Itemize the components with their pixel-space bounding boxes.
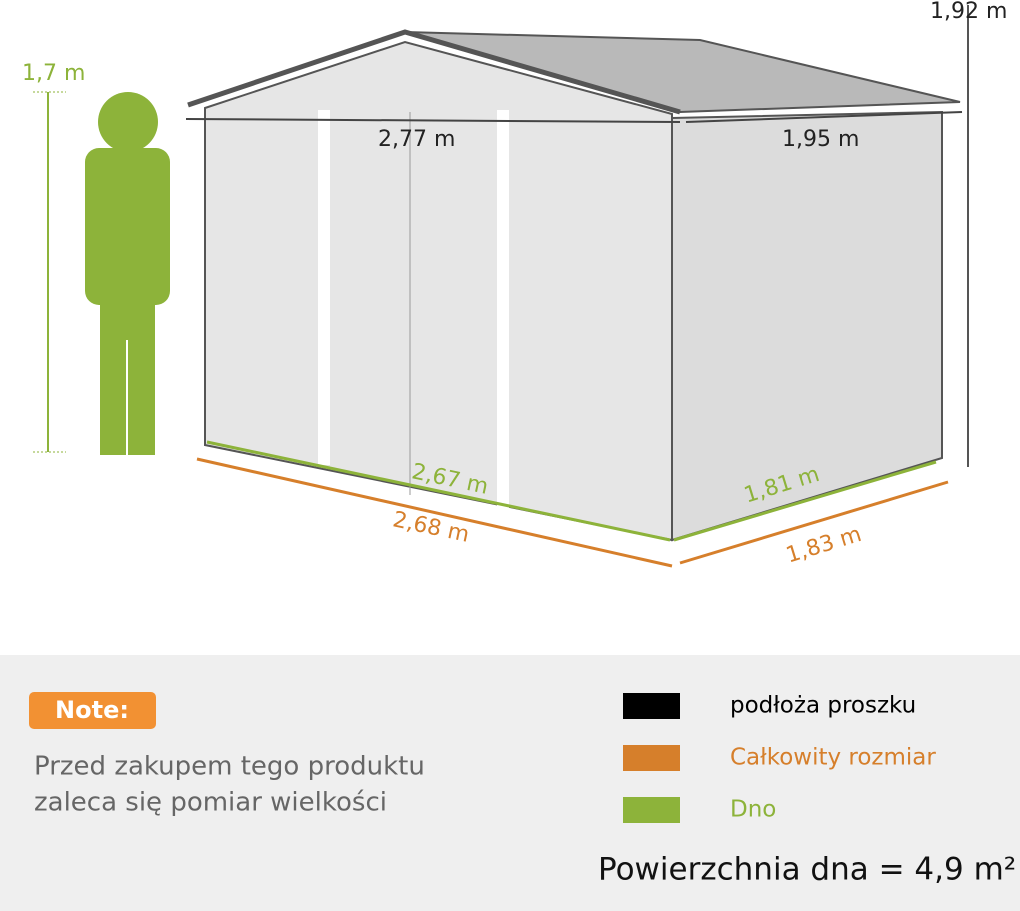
total-front-line	[196, 457, 673, 568]
roof-front-edge	[187, 29, 681, 115]
total-side-line	[679, 480, 949, 565]
person-height: 1,7 m	[22, 61, 85, 86]
info-panel	[0, 655, 1020, 911]
roof-front: 2,77 m	[378, 127, 455, 152]
base-front-line	[206, 440, 671, 542]
legend-swatch	[623, 797, 680, 823]
legend-label: Dno	[730, 797, 776, 823]
door-frame	[318, 110, 330, 465]
roof-side-line	[685, 111, 963, 123]
legend-label: podłoża proszku	[730, 693, 916, 719]
base-side-line	[673, 460, 937, 542]
note-badge	[29, 692, 156, 729]
note-title: Note:	[55, 696, 129, 724]
note-line: Przed zakupem tego produktu	[34, 752, 425, 782]
roof-side: 1,95 m	[782, 127, 859, 152]
legend: podłoża proszku Całkowity rozmiar Dno	[623, 693, 936, 823]
note-line: zaleca się pomiar wielkości	[34, 788, 387, 818]
total-height: 1,92 m	[930, 0, 1007, 24]
legend-swatch	[623, 693, 680, 719]
floor-area: Powierzchnia dna = 4,9 m²	[598, 852, 1016, 888]
roof-front-line	[185, 118, 681, 123]
door-frame	[497, 110, 509, 520]
legend-label: Całkowity rozmiar	[730, 745, 936, 771]
legend-swatch	[623, 745, 680, 771]
